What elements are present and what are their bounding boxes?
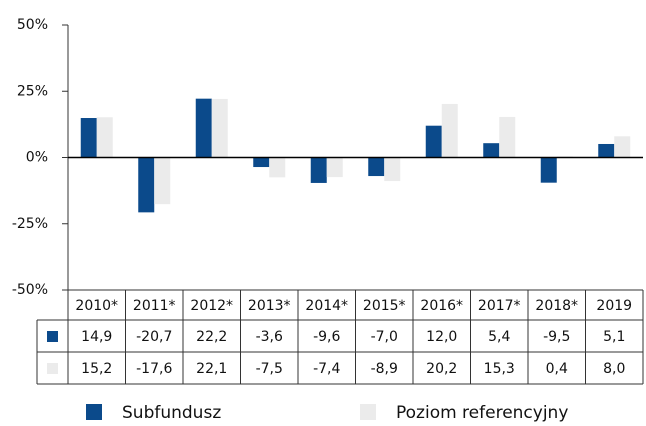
x-tick-label: 2011* bbox=[133, 298, 176, 314]
x-tick-label: 2019 bbox=[596, 298, 632, 314]
data-label: -20,7 bbox=[136, 329, 172, 345]
x-tick-label: 2018* bbox=[535, 298, 578, 314]
table-legend-swatch bbox=[47, 331, 58, 342]
bar bbox=[96, 117, 113, 158]
bar bbox=[80, 118, 97, 158]
legend-swatch bbox=[86, 404, 102, 420]
data-label: -7,4 bbox=[313, 361, 340, 377]
bar bbox=[253, 157, 270, 168]
bar bbox=[211, 98, 228, 158]
data-label: 15,3 bbox=[484, 361, 515, 377]
bar bbox=[483, 143, 500, 158]
bar bbox=[326, 157, 343, 178]
bar bbox=[310, 157, 327, 183]
x-tick-label: 2016* bbox=[420, 298, 463, 314]
data-label: 0,4 bbox=[546, 361, 568, 377]
bar bbox=[195, 98, 212, 158]
x-tick-label: 2014* bbox=[305, 298, 348, 314]
legend-label: Poziom referencyjny bbox=[396, 403, 568, 423]
y-tick-label: -25% bbox=[12, 216, 48, 232]
x-tick-label: 2015* bbox=[363, 298, 406, 314]
bar bbox=[368, 157, 385, 177]
data-label: -3,6 bbox=[256, 329, 283, 345]
y-tick-label: 0% bbox=[26, 150, 48, 166]
y-tick-label: 50% bbox=[17, 17, 48, 33]
bar bbox=[598, 143, 615, 158]
x-tick-label: 2013* bbox=[248, 298, 291, 314]
bar bbox=[540, 157, 557, 183]
bar bbox=[425, 125, 442, 158]
data-label: -8,9 bbox=[371, 361, 398, 377]
data-label: 12,0 bbox=[426, 329, 457, 345]
bar bbox=[614, 136, 631, 158]
bar bbox=[138, 157, 155, 213]
bar bbox=[499, 116, 516, 158]
table-legend-swatch bbox=[47, 363, 58, 374]
data-label: -7,0 bbox=[371, 329, 398, 345]
bar bbox=[269, 157, 286, 178]
data-label: 22,2 bbox=[196, 329, 227, 345]
x-tick-label: 2010* bbox=[75, 298, 118, 314]
data-label: -7,5 bbox=[256, 361, 283, 377]
x-tick-label: 2012* bbox=[190, 298, 233, 314]
data-label: 5,1 bbox=[603, 329, 625, 345]
y-tick-label: 25% bbox=[17, 83, 48, 99]
data-label: 15,2 bbox=[81, 361, 112, 377]
legend-swatch bbox=[360, 404, 376, 420]
legend-label: Subfundusz bbox=[122, 403, 221, 423]
data-label: 14,9 bbox=[81, 329, 112, 345]
data-label: 22,1 bbox=[196, 361, 227, 377]
bar bbox=[441, 103, 458, 158]
data-label: -9,6 bbox=[313, 329, 340, 345]
data-label: -17,6 bbox=[136, 361, 172, 377]
data-label: 8,0 bbox=[603, 361, 625, 377]
bar bbox=[154, 157, 171, 205]
data-label: 20,2 bbox=[426, 361, 457, 377]
data-label: 5,4 bbox=[488, 329, 510, 345]
data-label: -9,5 bbox=[543, 329, 570, 345]
y-tick-label: -50% bbox=[12, 282, 48, 298]
x-tick-label: 2017* bbox=[478, 298, 521, 314]
bar bbox=[384, 157, 401, 182]
